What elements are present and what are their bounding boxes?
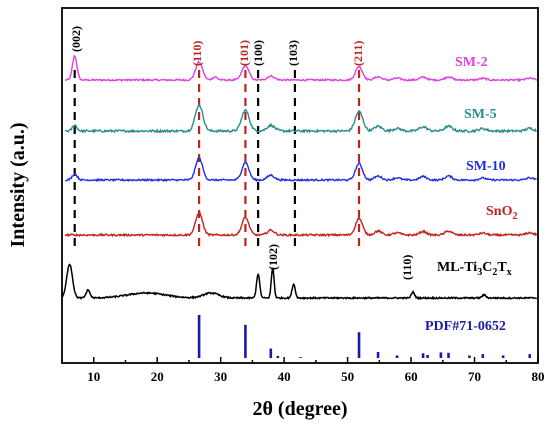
peak-label-002: (002) xyxy=(69,26,83,52)
xrd-curve-sm-10 xyxy=(64,156,537,183)
label-pdf: PDF#71-0652 xyxy=(425,319,506,334)
reference-pattern-bars xyxy=(197,315,532,358)
xrd-curve-ml-ti3c2tx xyxy=(61,263,538,301)
plot-frame xyxy=(61,7,539,364)
label-sm2: SM-2 xyxy=(455,55,488,70)
xrd-curve-sm-2 xyxy=(64,54,538,83)
x-tick-label: 60 xyxy=(405,369,418,384)
peak-label-110-mxene: (110) xyxy=(400,255,414,280)
peak-label-102: (102) xyxy=(266,244,280,270)
x-tick-label: 20 xyxy=(151,369,164,384)
xrd-curves xyxy=(61,54,538,301)
label-sm5: SM-5 xyxy=(464,107,497,122)
label-ml-ti3c2tx: ML-Ti3C2Tx xyxy=(437,260,512,278)
x-tick-label: 40 xyxy=(278,369,291,384)
xrd-curve-sm-5 xyxy=(64,103,538,134)
dashed-guide-lines xyxy=(73,70,361,250)
peak-label-100: (100) xyxy=(251,40,265,66)
peak-label-101: (101) xyxy=(237,40,251,66)
x-axis-title: 2θ (degree) xyxy=(252,398,347,420)
x-tick-label: 10 xyxy=(87,369,100,384)
y-axis-title: Intensity (a.u.) xyxy=(7,122,29,247)
x-tick-label: 30 xyxy=(214,369,227,384)
x-tick-label: 70 xyxy=(468,369,481,384)
x-axis-ticks: 10 20 30 40 50 60 70 80 xyxy=(87,357,545,384)
peak-label-103: (103) xyxy=(286,40,300,66)
xrd-curve-sno2 xyxy=(64,211,538,238)
peak-label-110: (110) xyxy=(190,41,204,66)
x-tick-label: 80 xyxy=(532,369,545,384)
label-sno2: SnO2 xyxy=(486,204,517,222)
peak-label-211: (211) xyxy=(351,41,365,66)
label-sm10: SM-10 xyxy=(466,159,506,174)
x-tick-label: 50 xyxy=(341,369,354,384)
